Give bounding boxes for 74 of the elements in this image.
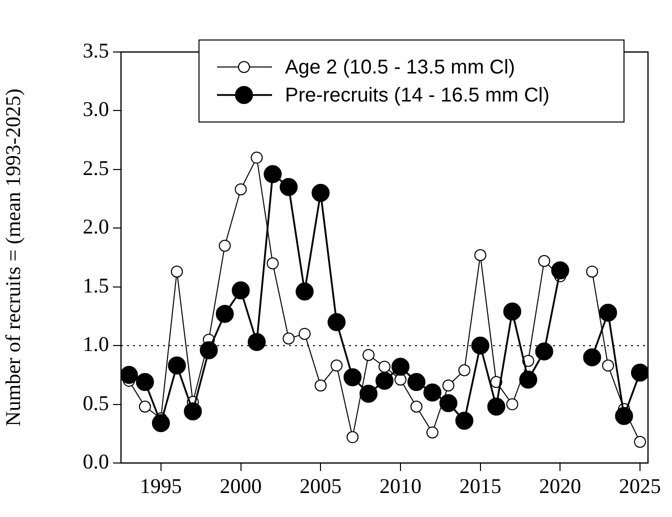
point: [346, 431, 359, 444]
y-tick-label: 0.5: [82, 390, 109, 415]
point: [168, 356, 186, 375]
point: [631, 364, 648, 382]
point: [360, 384, 378, 403]
y-tick-label: 3.5: [82, 38, 109, 63]
point: [458, 364, 470, 376]
point: [362, 348, 375, 361]
point: [264, 165, 282, 184]
point: [248, 333, 266, 352]
point: [216, 304, 234, 323]
point: [455, 412, 474, 430]
point: [296, 282, 314, 301]
point: [538, 255, 550, 268]
point: [344, 368, 362, 386]
point: [602, 360, 614, 372]
point: [218, 240, 231, 252]
point: [234, 183, 247, 196]
point: [314, 379, 327, 392]
y-tick-label: 1.0: [82, 332, 109, 356]
x-tick-label: 2020: [539, 474, 582, 498]
x-tick-label: 1995: [140, 474, 182, 498]
point: [442, 379, 454, 392]
point: [376, 372, 394, 390]
point: [280, 178, 298, 196]
x-tick-label: 2005: [300, 474, 342, 498]
point: [586, 266, 598, 278]
point: [503, 302, 522, 321]
point: [328, 313, 346, 332]
point: [282, 332, 295, 345]
x-tick-label: 2000: [220, 474, 262, 498]
point: [519, 370, 538, 389]
point: [599, 304, 618, 322]
point: [312, 184, 330, 202]
point: [634, 436, 646, 448]
point: [439, 394, 458, 412]
point: [138, 400, 151, 413]
point: [330, 360, 343, 372]
point: [152, 414, 170, 432]
point: [200, 341, 218, 360]
point: [394, 374, 406, 386]
point: [407, 372, 426, 391]
point: [170, 266, 183, 278]
x-tick-label: 2010: [379, 474, 422, 498]
point: [423, 384, 442, 402]
point: [471, 336, 490, 355]
point: [136, 372, 154, 391]
legend-label: Pre-recruits (14 - 16.5 mm Cl): [285, 84, 550, 107]
point: [232, 281, 250, 300]
point: [378, 360, 390, 373]
y-tick-label: 3.0: [82, 97, 109, 122]
point: [506, 398, 518, 410]
point: [426, 426, 438, 438]
y-tick-label: 0.0: [82, 450, 109, 474]
point: [551, 261, 570, 280]
x-tick-label: 2015: [459, 474, 502, 498]
y-axis-title: Number of recruits = (mean 1993-2025): [1, 88, 26, 426]
point: [474, 249, 486, 262]
x-tick-label: 2025: [619, 474, 662, 498]
point: [615, 407, 634, 426]
point: [391, 358, 410, 376]
y-tick-label: 2.5: [82, 156, 109, 180]
point: [583, 348, 602, 366]
point: [487, 398, 506, 416]
point: [250, 152, 263, 164]
legend-label: Age 2 (10.5 - 13.5 mm Cl): [285, 56, 516, 79]
point: [298, 328, 311, 340]
y-tick-label: 2.0: [82, 214, 109, 239]
point: [184, 402, 202, 420]
point: [266, 257, 279, 270]
point: [121, 366, 138, 384]
point: [410, 400, 422, 413]
point: [535, 342, 554, 360]
y-tick-label: 1.5: [82, 273, 109, 298]
